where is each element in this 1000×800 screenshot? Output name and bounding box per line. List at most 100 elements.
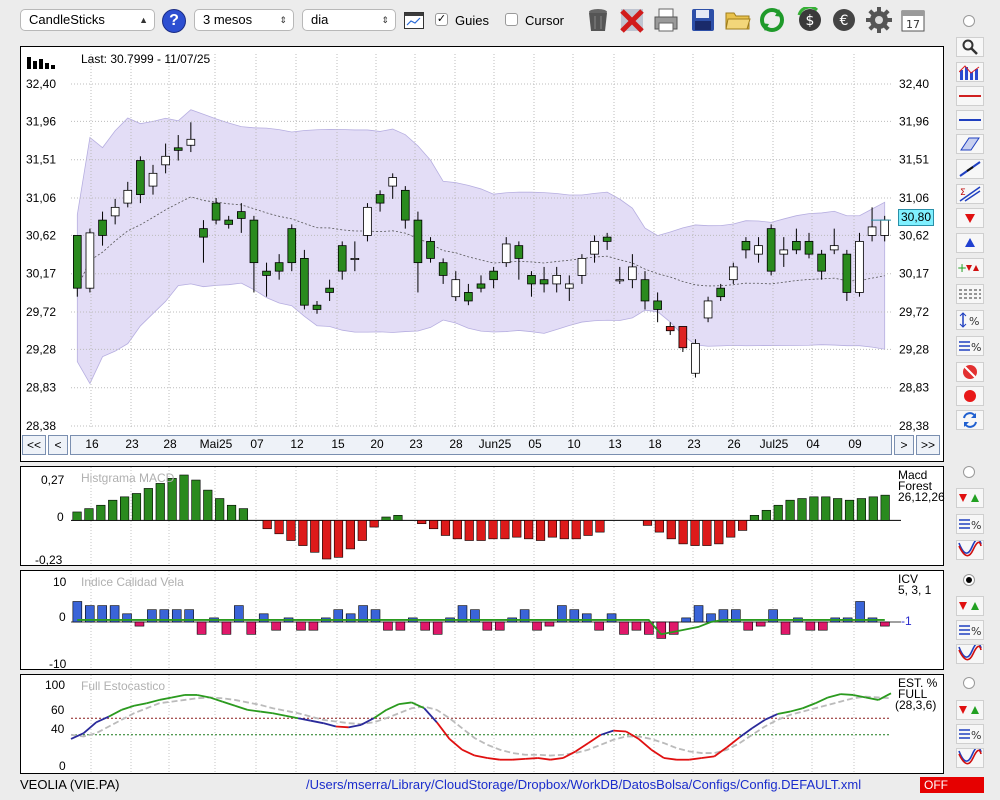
icv-bar xyxy=(780,621,791,635)
candle xyxy=(451,271,461,301)
stoch-k-segment xyxy=(260,710,273,715)
macd-bar xyxy=(155,483,165,521)
sync-tool[interactable] xyxy=(956,410,984,430)
price-chart-panel[interactable]: 32,40 32,40 31,96 31,96 31,51 31,51 31,06 31,06… xyxy=(20,46,944,462)
lines-percent-icon: % xyxy=(959,729,981,742)
macd-curve-tool[interactable] xyxy=(956,540,984,560)
horizontal-line-blue-tool[interactable] xyxy=(956,110,984,130)
help-icon: ? xyxy=(169,12,179,29)
percent-range-tool[interactable]: % xyxy=(956,310,984,330)
period-select[interactable]: 3 mesos ⇕ xyxy=(194,9,294,31)
add-signals-tool[interactable]: + xyxy=(956,258,984,278)
icv-bar xyxy=(308,621,319,631)
cursor-checkbox[interactable] xyxy=(505,13,518,26)
macd-panel[interactable]: Histgrama MACD 0,27 0 -0,23 Macd Forest … xyxy=(20,466,945,567)
channel-tool[interactable] xyxy=(956,134,984,154)
help-button[interactable]: ? xyxy=(162,9,186,33)
macd-bar xyxy=(880,494,890,521)
print-button[interactable] xyxy=(653,6,679,34)
date-axis[interactable] xyxy=(70,435,892,455)
dollar-sync-button[interactable]: $ xyxy=(797,6,823,34)
icv-panel[interactable]: Indice Calidad Vela 10 0 -10 ICV 5, 3, 1… xyxy=(20,570,944,671)
macd-bar xyxy=(215,498,225,521)
config-path-link[interactable]: /Users/mserra/Library/CloudStorage/Dropb… xyxy=(306,777,862,792)
volume-profile-tool[interactable] xyxy=(956,62,984,82)
panel-radio-stochastic[interactable] xyxy=(963,677,975,689)
icv-bar xyxy=(731,609,741,623)
check-icon: ✓ xyxy=(436,13,447,25)
prev-page-button[interactable]: < xyxy=(48,435,68,455)
percent-lines-tool[interactable]: % xyxy=(956,336,984,356)
guies-checkbox[interactable]: ✓ xyxy=(435,13,448,26)
open-button[interactable] xyxy=(725,6,751,34)
stoch-signals-tool[interactable] xyxy=(956,700,984,720)
candlestick-chart[interactable]: 32,40 32,40 31,96 31,96 31,51 31,51 31,06 31,06… xyxy=(21,47,943,461)
stoch-k-segment xyxy=(436,721,451,740)
chart-type-select[interactable]: CandleSticks ▲ xyxy=(20,9,155,31)
macd-bar xyxy=(500,520,510,540)
calendar-button[interactable]: 17 xyxy=(900,6,926,34)
stoch-k-segment xyxy=(95,715,110,724)
svg-text:$: $ xyxy=(806,13,815,29)
icv-percent-tool[interactable]: % xyxy=(956,620,984,640)
candle xyxy=(792,228,801,255)
buy-signal-tool[interactable] xyxy=(956,233,984,253)
stoch-k-segment xyxy=(638,738,652,751)
refresh-icon xyxy=(760,8,784,32)
save-button[interactable] xyxy=(690,6,716,34)
next-page-button[interactable]: > xyxy=(894,435,914,455)
stoch-k-segment xyxy=(70,732,84,740)
macd-percent-tool[interactable]: % xyxy=(956,514,984,534)
icv-bar xyxy=(594,621,604,631)
panel-radio-icv[interactable] xyxy=(963,574,975,586)
stoch-percent-tool[interactable]: % xyxy=(956,724,984,744)
candle xyxy=(363,203,372,242)
settings-button[interactable] xyxy=(866,6,892,34)
no-entry-tool[interactable] xyxy=(956,362,984,382)
candle xyxy=(501,237,511,267)
refresh-button[interactable] xyxy=(759,6,785,34)
stoch-k-segment xyxy=(512,757,526,761)
icv-curve-tool[interactable] xyxy=(956,644,984,664)
stochastic-title: Full Estocastico xyxy=(81,679,166,693)
stoch-k-segment xyxy=(411,701,425,710)
trash-button[interactable] xyxy=(585,6,611,34)
delete-button[interactable] xyxy=(619,6,645,34)
trendline-tool[interactable] xyxy=(956,159,984,179)
price-tick-left: 32,40 xyxy=(26,77,56,91)
stoch-k-segment xyxy=(739,727,753,739)
icv-signals-tool[interactable] xyxy=(956,596,984,616)
first-page-button[interactable]: << xyxy=(22,435,46,455)
stochastic-panel[interactable]: Full Estocastico 100 60 40 0 EST. % FULL… xyxy=(20,674,944,774)
price-tick-right: 30,17 xyxy=(899,267,929,281)
candle xyxy=(426,237,435,263)
icv-bar xyxy=(681,617,691,623)
date-tick-label: 16 xyxy=(85,437,99,451)
macd-bar xyxy=(833,498,843,521)
horizontal-line-red-tool[interactable] xyxy=(956,86,984,106)
stoch-k-segment xyxy=(840,693,854,696)
icv-bar xyxy=(122,613,132,623)
fibonacci-tool[interactable]: Σ xyxy=(956,184,984,204)
off-badge[interactable]: OFF xyxy=(920,777,984,793)
grid-lines-tool[interactable] xyxy=(956,284,984,304)
panel-radio-main[interactable] xyxy=(963,15,975,27)
interval-select[interactable]: dia ⇕ xyxy=(302,9,396,31)
panel-radio-macd[interactable] xyxy=(963,466,975,478)
chart-settings-icon[interactable] xyxy=(404,12,424,29)
macd-bar xyxy=(440,520,451,536)
stoch-curve-tool[interactable] xyxy=(956,748,984,768)
candle xyxy=(804,232,814,259)
sell-signal-tool[interactable] xyxy=(956,208,984,228)
price-tick-right: 31,51 xyxy=(899,153,929,167)
price-tick-right: 28,38 xyxy=(899,419,929,433)
candle xyxy=(628,254,637,289)
record-tool[interactable] xyxy=(956,386,984,406)
euro-button[interactable]: € xyxy=(831,6,857,34)
date-tick-label: 18 xyxy=(648,437,662,451)
stoch-k-segment xyxy=(272,712,286,717)
stoch-side-label: (28,3,6) xyxy=(895,698,937,712)
macd-signals-tool[interactable] xyxy=(956,488,984,508)
zoom-tool[interactable] xyxy=(956,37,984,57)
last-page-button[interactable]: >> xyxy=(916,435,940,455)
